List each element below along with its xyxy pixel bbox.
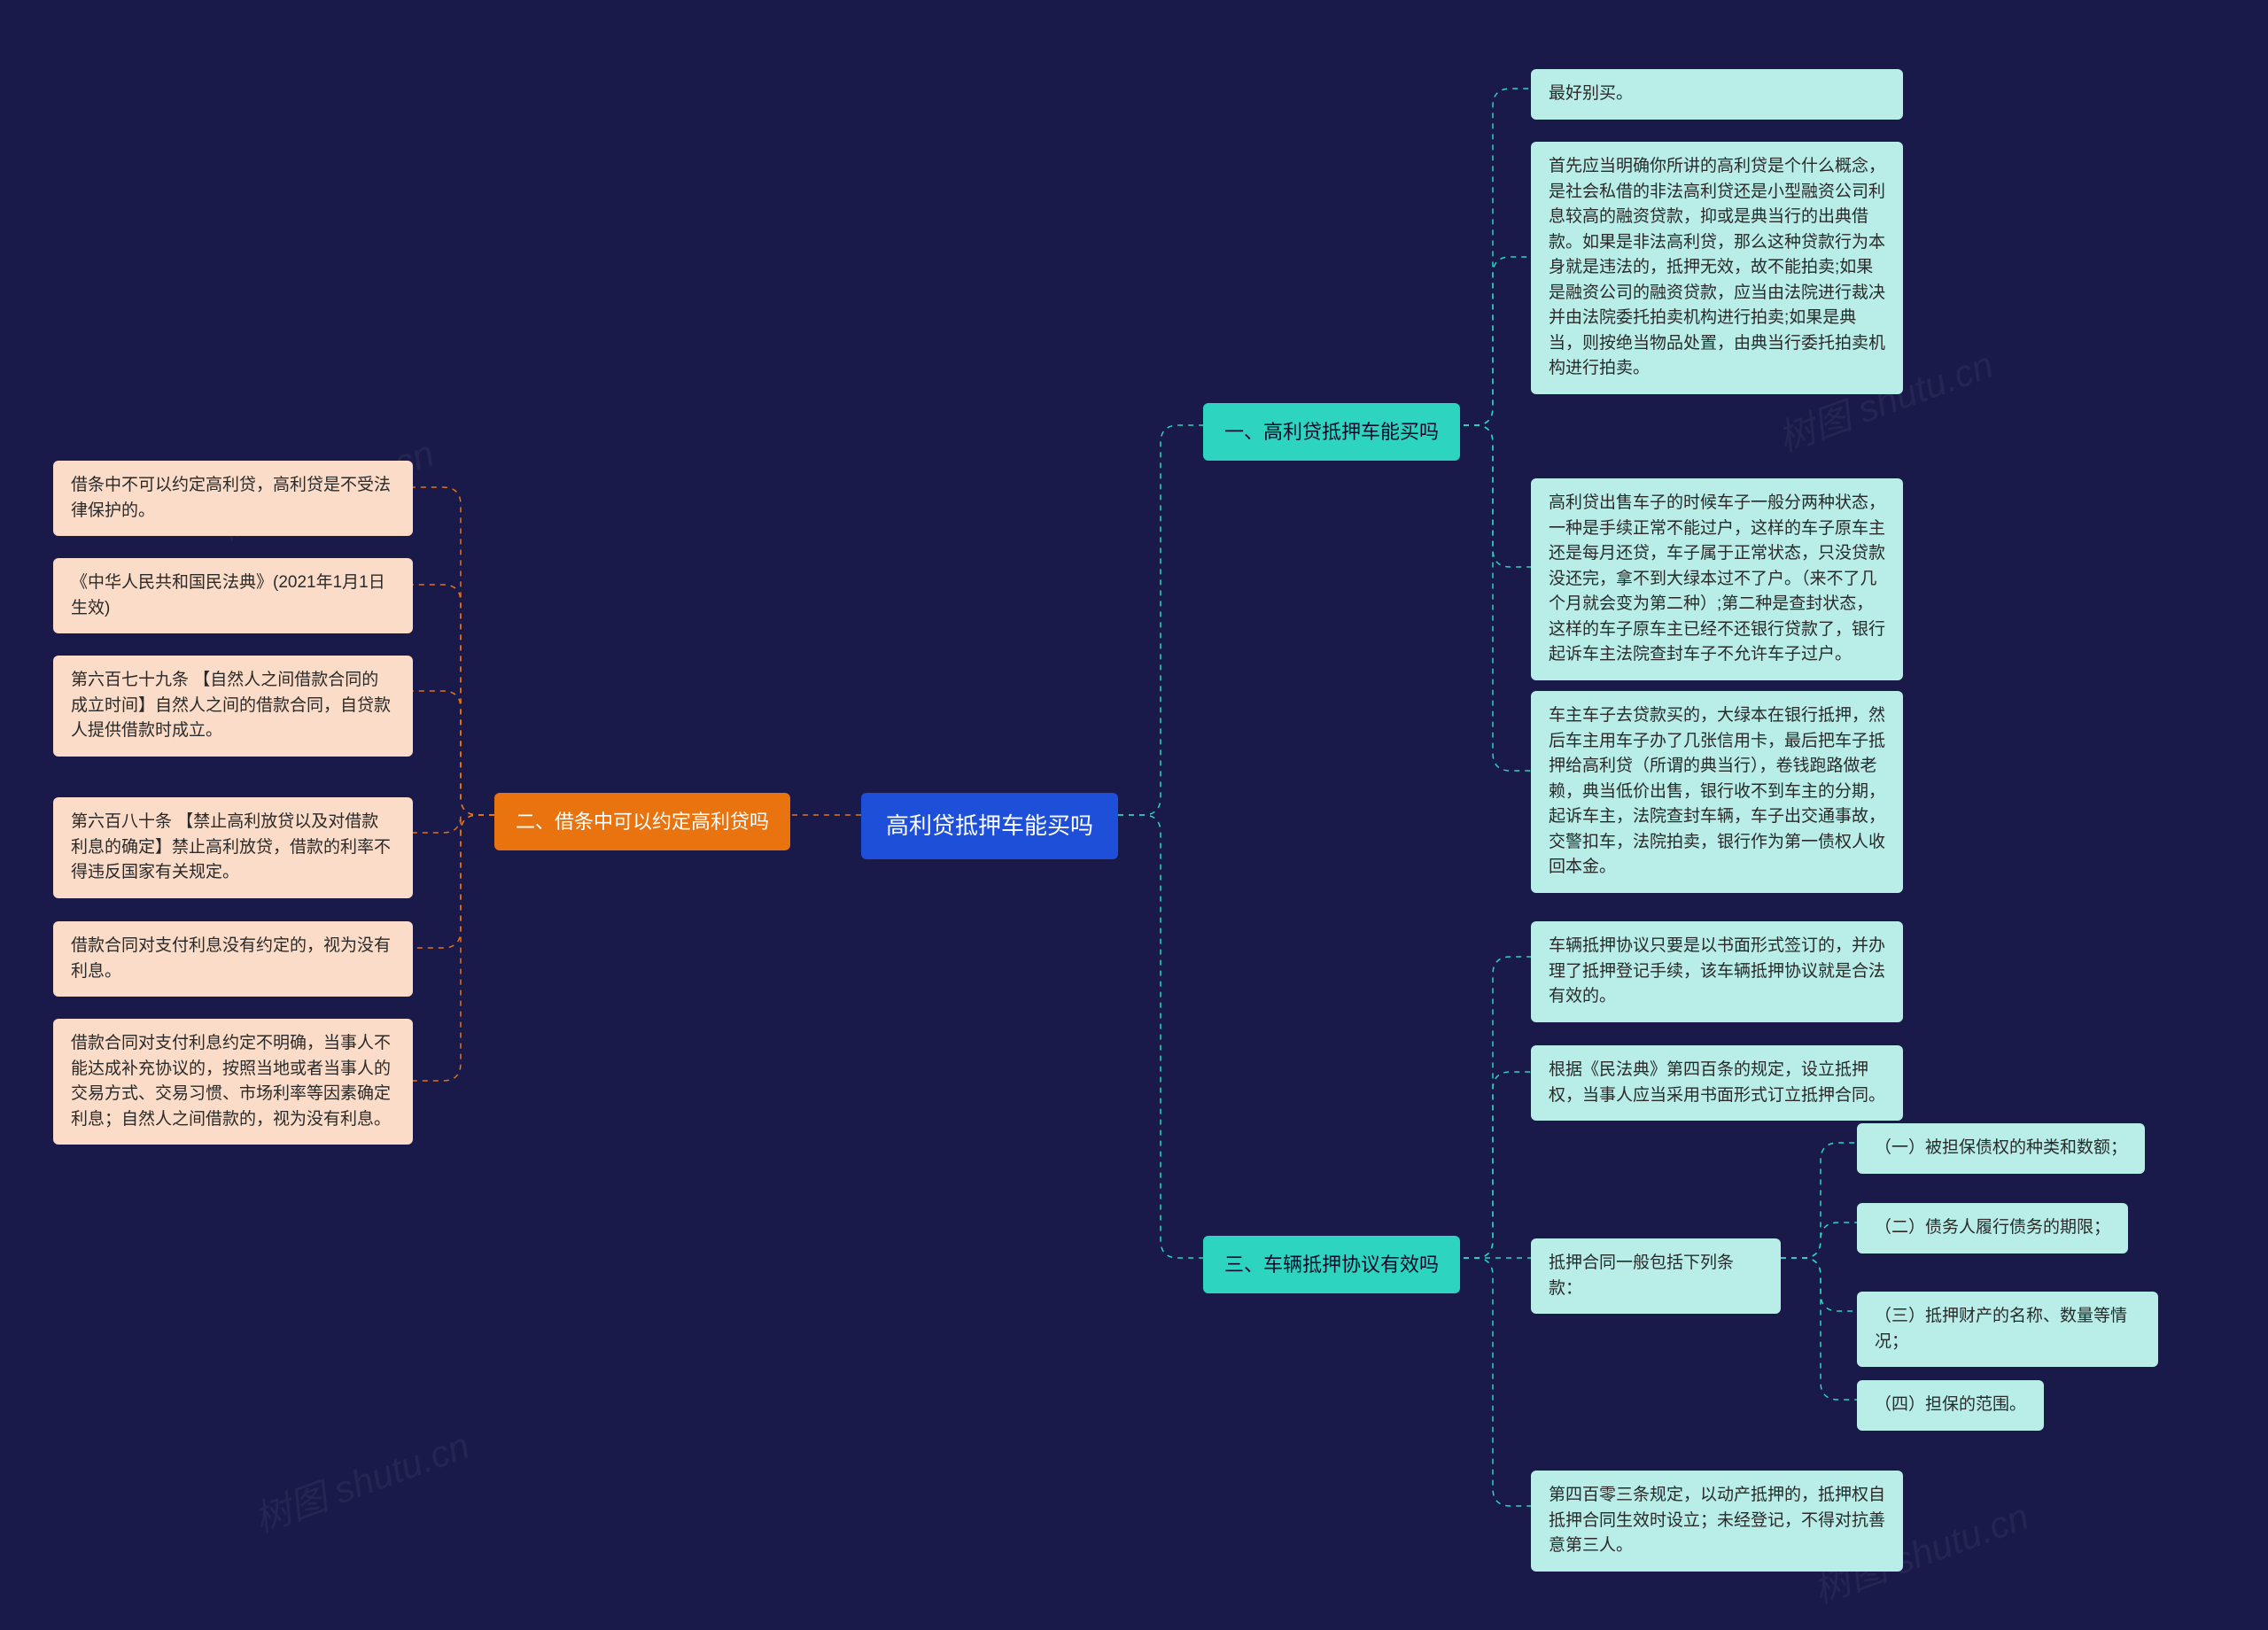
- leaf-3-sub-2[interactable]: （三）抵押财产的名称、数量等情况；: [1857, 1292, 2158, 1367]
- leaf-3-sub-1[interactable]: （二）债务人履行债务的期限；: [1857, 1203, 2128, 1254]
- leaf-3-1[interactable]: 根据《民法典》第四百条的规定，设立抵押权，当事人应当采用书面形式订立抵押合同。: [1531, 1045, 1903, 1121]
- leaf-2-0[interactable]: 借条中不可以约定高利贷，高利贷是不受法律保护的。: [53, 461, 413, 536]
- leaf-2-4[interactable]: 借款合同对支付利息没有约定的，视为没有利息。: [53, 921, 413, 997]
- root-node[interactable]: 高利贷抵押车能买吗: [861, 793, 1118, 859]
- leaf-2-2[interactable]: 第六百七十九条 【自然人之间借款合同的成立时间】自然人之间的借款合同，自贷款人提…: [53, 656, 413, 757]
- leaf-3-sub-3[interactable]: （四）担保的范围。: [1857, 1380, 2044, 1431]
- leaf-1-2[interactable]: 高利贷出售车子的时候车子一般分两种状态，一种是手续正常不能过户，这样的车子原车主…: [1531, 478, 1903, 680]
- leaf-1-1[interactable]: 首先应当明确你所讲的高利贷是个什么概念，是社会私借的非法高利贷还是小型融资公司利…: [1531, 142, 1903, 394]
- leaf-2-3[interactable]: 第六百八十条 【禁止高利放贷以及对借款利息的确定】禁止高利放贷，借款的利率不得违…: [53, 797, 413, 898]
- leaf-3-0[interactable]: 车辆抵押协议只要是以书面形式签订的，并办理了抵押登记手续，该车辆抵押协议就是合法…: [1531, 921, 1903, 1022]
- sub-branch-3[interactable]: 抵押合同一般包括下列条款：: [1531, 1238, 1781, 1314]
- leaf-2-1[interactable]: 《中华人民共和国民法典》(2021年1月1日生效): [53, 558, 413, 633]
- branch-3[interactable]: 三、车辆抵押协议有效吗: [1203, 1236, 1460, 1293]
- mindmap-canvas: 树图 shutu.cn 树图 shutu.cn 树图 shutu.cn 树图 s…: [0, 0, 2268, 1630]
- leaf-1-0[interactable]: 最好别买。: [1531, 69, 1903, 120]
- branch-2[interactable]: 二、借条中可以约定高利贷吗: [494, 793, 790, 850]
- leaf-3-sub-0[interactable]: （一）被担保债权的种类和数额；: [1857, 1123, 2145, 1174]
- branch-1[interactable]: 一、高利贷抵押车能买吗: [1203, 403, 1460, 461]
- leaf-2-5[interactable]: 借款合同对支付利息约定不明确，当事人不能达成补充协议的，按照当地或者当事人的交易…: [53, 1019, 413, 1145]
- leaf-3-trailing[interactable]: 第四百零三条规定，以动产抵押的，抵押权自抵押合同生效时设立；未经登记，不得对抗善…: [1531, 1471, 1903, 1572]
- watermark: 树图 shutu.cn: [245, 1416, 476, 1543]
- leaf-1-3[interactable]: 车主车子去贷款买的，大绿本在银行抵押，然后车主用车子办了几张信用卡，最后把车子抵…: [1531, 691, 1903, 893]
